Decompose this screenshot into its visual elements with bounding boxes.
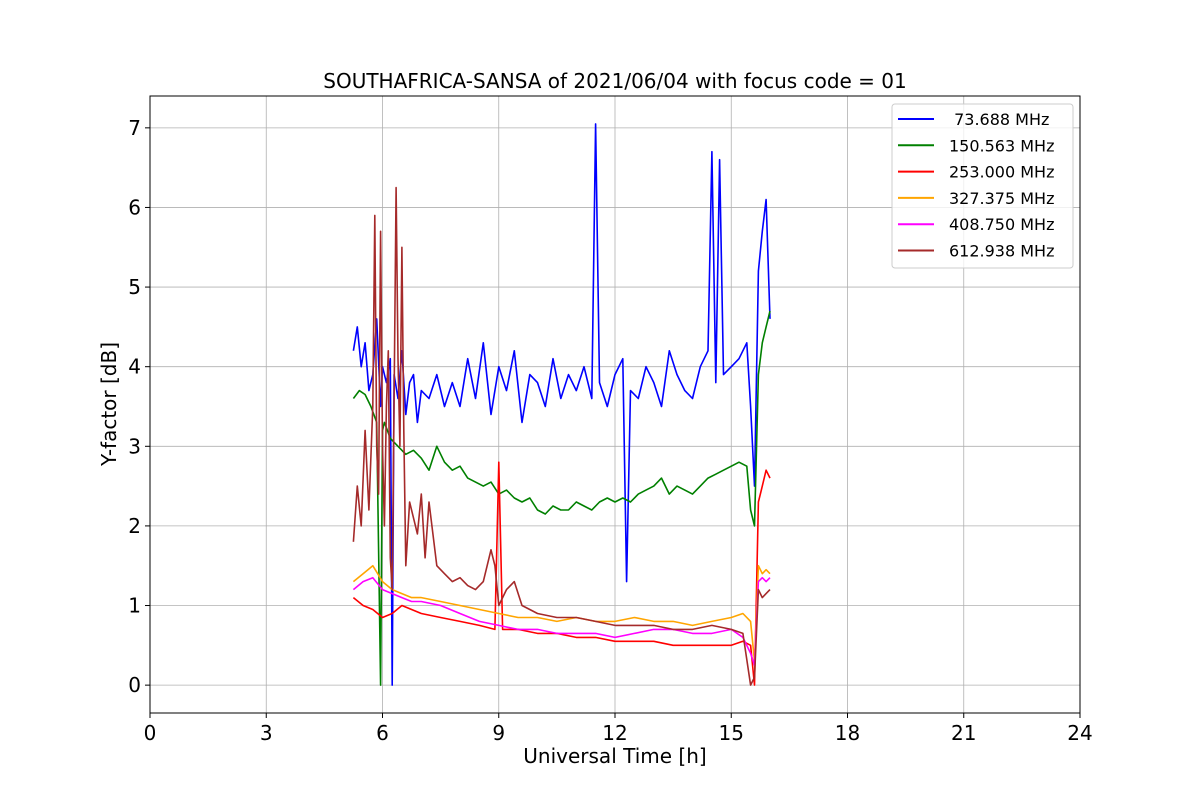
legend-entry: 150.563 MHz [949, 136, 1054, 155]
plot-area [352, 123, 771, 686]
y-tick-label: 2 [128, 514, 141, 538]
y-tick-label: 4 [128, 355, 141, 379]
y-tick-label: 6 [128, 195, 141, 219]
x-tick-label: 15 [719, 721, 744, 745]
y-axis-label: Y-factor [dB] [97, 342, 121, 467]
x-tick-label: 12 [602, 721, 627, 745]
x-tick-label: 21 [951, 721, 976, 745]
x-tick-label: 0 [144, 721, 157, 745]
legend-box [891, 103, 1074, 269]
x-tick-label: 3 [260, 721, 273, 745]
legend-entry: 612.938 MHz [949, 242, 1054, 261]
series-layer [352, 123, 771, 686]
series-line-1 [352, 310, 771, 686]
y-tick-label: 1 [128, 594, 141, 618]
x-tick-label: 24 [1067, 721, 1092, 745]
legend: 73.688 MHz 150.563 MHz 253.000 MHz 327.375 … [891, 103, 1074, 269]
x-tick-label: 6 [376, 721, 389, 745]
series-line-4 [352, 576, 771, 667]
y-tick-label: 5 [128, 275, 141, 299]
y-tick-label: 0 [128, 673, 141, 697]
x-axis-label: Universal Time [h] [523, 744, 706, 768]
legend-entry: 73.688 MHz [949, 110, 1049, 129]
y-tick-label: 7 [128, 116, 141, 140]
x-tick-label: 18 [835, 721, 860, 745]
legend-entry: 408.750 MHz [949, 215, 1054, 234]
legend-entry: 327.375 MHz [949, 189, 1054, 208]
legend-entry: 253.000 MHz [949, 163, 1054, 182]
chart-title: SOUTHAFRICA-SANSA of 2021/06/04 with foc… [323, 69, 907, 93]
series-line-5 [352, 186, 771, 686]
y-tick-label: 3 [128, 434, 141, 458]
x-tick-label: 9 [492, 721, 505, 745]
